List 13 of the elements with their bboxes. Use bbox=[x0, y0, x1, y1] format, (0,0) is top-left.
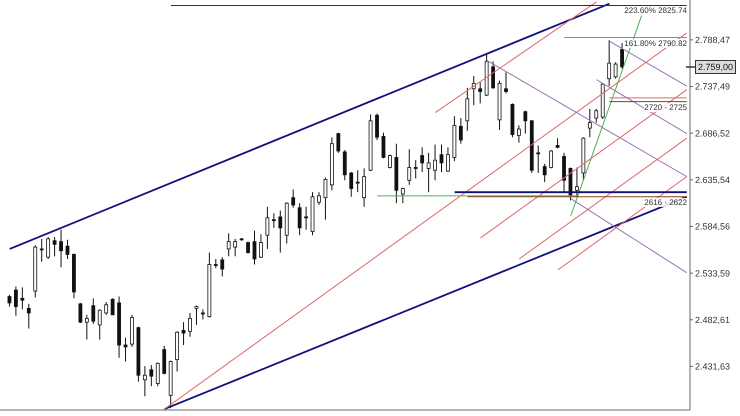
annotation: 2616 - 2622 bbox=[644, 198, 687, 207]
annotation: 223.60% 2825.74 bbox=[624, 6, 687, 16]
text: 2.759,00 bbox=[695, 60, 736, 74]
y-tick-label: 2.635,54 bbox=[695, 174, 730, 185]
y-tick-label: 2.686,52 bbox=[695, 128, 730, 138]
y-tick-label: 2.584,56 bbox=[695, 222, 730, 232]
y-tick-label: 2.482,61 bbox=[695, 314, 730, 325]
y-tick-label: 2.737,49 bbox=[695, 82, 730, 92]
annotation: 2720 - 2725 bbox=[644, 102, 687, 112]
y-tick-label: 2.431,63 bbox=[695, 362, 730, 372]
y-tick-label: 2.788,47 bbox=[695, 35, 730, 46]
annotation: 161.80% 2790.82 bbox=[624, 38, 687, 48]
y-tick-label: 2.533,59 bbox=[695, 268, 730, 278]
